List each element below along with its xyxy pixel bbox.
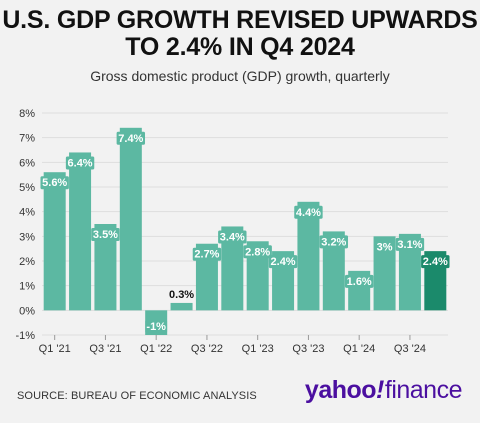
bar bbox=[221, 226, 244, 311]
y-axis: -1% 0% 1% 2% 3% 4% 5% 6% 7% 8% bbox=[15, 108, 35, 342]
bar bbox=[94, 224, 117, 311]
bar bbox=[322, 231, 345, 311]
bar bbox=[119, 127, 142, 311]
y-tick-label: 1% bbox=[19, 281, 35, 293]
bar bbox=[43, 172, 66, 311]
data-label-bg bbox=[91, 228, 120, 241]
data-label-bg bbox=[243, 245, 272, 259]
data-label: 6.4% bbox=[68, 157, 93, 169]
bar bbox=[69, 152, 92, 311]
data-label: 4.4% bbox=[296, 207, 321, 219]
bar bbox=[373, 236, 396, 311]
y-tick-label: 5% bbox=[19, 182, 35, 194]
data-label-bg bbox=[376, 240, 393, 254]
bar bbox=[398, 233, 421, 311]
x-tick-label: Q1 '22 bbox=[140, 343, 172, 355]
bars bbox=[43, 127, 447, 335]
y-tick-label: 0% bbox=[19, 305, 35, 317]
data-labels: 5.6%6.4%3.5%7.4%-1%0.3%2.7%3.4%2.8%2.4%4… bbox=[40, 131, 450, 333]
source-note: SOURCE: BUREAU OF ECONOMIC ANALYSIS bbox=[17, 390, 257, 402]
x-tick-label: Q1 '24 bbox=[343, 343, 375, 355]
chart-title-line-2: TO 2.4% IN Q4 2024 bbox=[125, 33, 355, 61]
x-tick-label: Q1 '21 bbox=[39, 343, 71, 355]
data-label-bg bbox=[218, 230, 247, 244]
data-label: 3.4% bbox=[220, 231, 245, 243]
logo-yahoo-text: yahoo bbox=[304, 376, 377, 404]
y-tick-label: 4% bbox=[19, 207, 35, 219]
data-label: 2.4% bbox=[271, 256, 296, 268]
x-tick-label: Q1 '23 bbox=[242, 343, 274, 355]
data-label-bg bbox=[40, 176, 69, 190]
bar bbox=[170, 302, 193, 311]
y-tick-label: 2% bbox=[19, 256, 35, 268]
logo-slash: ! bbox=[376, 376, 384, 404]
chart-title-line-1: U.S. GDP GROWTH REVISED UPWARDS bbox=[2, 6, 478, 34]
chart-title: U.S. GDP GROWTH REVISED UPWARDS TO 2.4% … bbox=[0, 7, 480, 61]
data-label: -1% bbox=[146, 321, 166, 333]
logo-finance-text: finance bbox=[384, 376, 463, 404]
chart-subtitle: Gross domestic product (GDP) growth, qua… bbox=[90, 68, 390, 84]
data-label-bg bbox=[145, 320, 168, 333]
y-tick-label: 6% bbox=[19, 157, 35, 169]
y-tick-label: 3% bbox=[19, 231, 35, 243]
data-label-bg bbox=[116, 131, 146, 145]
data-label: 3.2% bbox=[321, 236, 346, 248]
data-label: 3.5% bbox=[93, 229, 118, 241]
data-label: 2.4% bbox=[423, 256, 448, 268]
data-label: 0.3% bbox=[169, 289, 194, 301]
data-label: 3.1% bbox=[397, 239, 422, 251]
x-axis: Q1 '21 Q3 '21 Q1 '22 Q3 '22 Q1 '23 Q3 '23 Q1 '… bbox=[39, 335, 426, 355]
x-tick-label: Q3 '24 bbox=[394, 343, 426, 355]
data-label-bg bbox=[421, 255, 450, 269]
y-tick-label: 7% bbox=[19, 133, 35, 145]
y-tick-label: -1% bbox=[15, 330, 35, 342]
data-label-bg bbox=[192, 247, 222, 261]
x-tick-label: Q3 '23 bbox=[292, 343, 324, 355]
data-label-bg bbox=[294, 205, 323, 219]
yahoo-finance-logo: yahoo!finance bbox=[304, 376, 463, 405]
bar bbox=[246, 241, 269, 311]
data-label-bg bbox=[268, 255, 298, 269]
data-label-bg bbox=[344, 274, 374, 288]
data-label: 2.8% bbox=[245, 246, 270, 258]
data-label: 1.6% bbox=[347, 276, 372, 288]
data-label: 3% bbox=[377, 241, 393, 253]
y-tick-label: 8% bbox=[19, 108, 35, 120]
x-tick-label: Q3 '22 bbox=[191, 343, 223, 355]
data-label-bg bbox=[395, 237, 425, 251]
data-label: 2.7% bbox=[194, 249, 219, 261]
data-label-bg bbox=[65, 156, 95, 170]
data-label-bg bbox=[319, 235, 349, 249]
bar bbox=[297, 201, 320, 311]
x-tick-label: Q3 '21 bbox=[89, 343, 121, 355]
data-label: 5.6% bbox=[42, 177, 67, 189]
data-label: 7.4% bbox=[118, 133, 143, 145]
